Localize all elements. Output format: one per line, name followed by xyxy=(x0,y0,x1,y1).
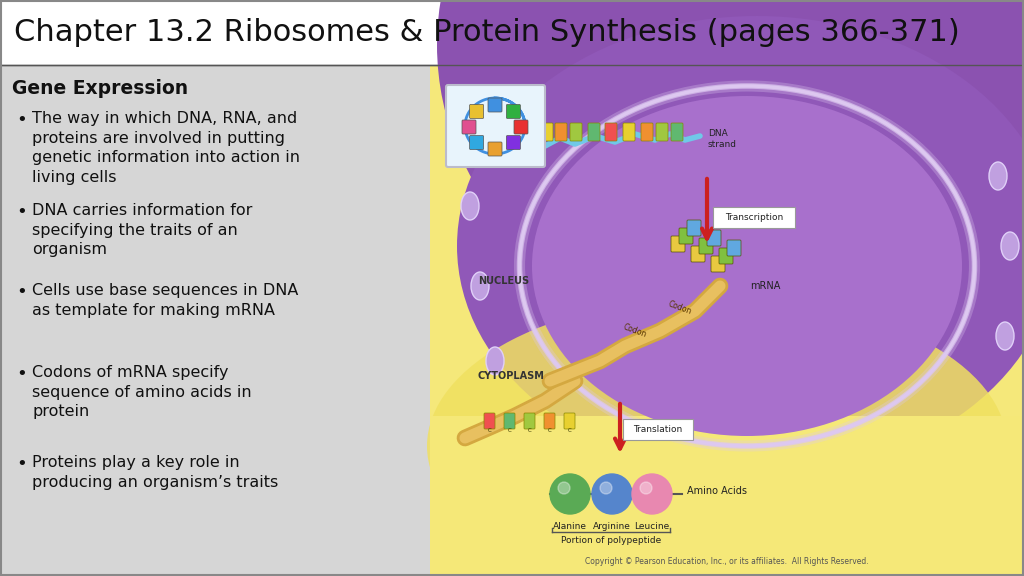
Text: Translation: Translation xyxy=(634,426,683,434)
Ellipse shape xyxy=(1001,232,1019,260)
FancyBboxPatch shape xyxy=(679,228,693,244)
FancyBboxPatch shape xyxy=(555,123,567,141)
FancyBboxPatch shape xyxy=(719,248,733,264)
Text: C: C xyxy=(548,428,552,433)
FancyBboxPatch shape xyxy=(446,85,545,167)
FancyBboxPatch shape xyxy=(687,220,701,236)
FancyBboxPatch shape xyxy=(514,120,528,134)
FancyBboxPatch shape xyxy=(470,104,483,119)
FancyBboxPatch shape xyxy=(605,123,617,141)
FancyBboxPatch shape xyxy=(484,413,495,429)
Ellipse shape xyxy=(457,16,1024,476)
Text: •: • xyxy=(16,283,27,301)
Text: Cells use base sequences in DNA
as template for making mRNA: Cells use base sequences in DNA as templ… xyxy=(32,283,298,317)
Circle shape xyxy=(592,474,632,514)
Bar xyxy=(0,0,1024,65)
Bar xyxy=(0,65,430,576)
FancyBboxPatch shape xyxy=(507,104,520,119)
FancyBboxPatch shape xyxy=(570,123,582,141)
Ellipse shape xyxy=(532,96,962,436)
Text: Codons of mRNA specify
sequence of amino acids in
protein: Codons of mRNA specify sequence of amino… xyxy=(32,365,252,419)
FancyBboxPatch shape xyxy=(707,230,721,246)
Text: Chapter 13.2 Ribosomes & Protein Synthesis (pages 366-371): Chapter 13.2 Ribosomes & Protein Synthes… xyxy=(14,18,959,47)
Text: Alanine: Alanine xyxy=(553,522,587,531)
FancyBboxPatch shape xyxy=(713,207,795,228)
Text: •: • xyxy=(16,455,27,473)
FancyBboxPatch shape xyxy=(564,413,575,429)
FancyBboxPatch shape xyxy=(507,135,520,150)
Ellipse shape xyxy=(471,272,489,300)
Bar xyxy=(430,416,1024,576)
Text: Codon: Codon xyxy=(622,323,648,339)
FancyBboxPatch shape xyxy=(541,123,553,141)
FancyBboxPatch shape xyxy=(699,238,713,254)
Text: C: C xyxy=(508,428,512,433)
Circle shape xyxy=(558,482,570,494)
FancyBboxPatch shape xyxy=(488,142,502,156)
Text: NUCLEUS: NUCLEUS xyxy=(478,276,529,286)
FancyBboxPatch shape xyxy=(504,413,515,429)
Text: C: C xyxy=(528,428,531,433)
FancyBboxPatch shape xyxy=(727,240,741,256)
Text: Leucine: Leucine xyxy=(635,522,670,531)
Text: Proteins play a key role in
producing an organism’s traits: Proteins play a key role in producing an… xyxy=(32,455,279,490)
FancyBboxPatch shape xyxy=(691,246,705,262)
Circle shape xyxy=(632,474,672,514)
FancyBboxPatch shape xyxy=(470,135,483,150)
Text: DNA carries information for
specifying the traits of an
organism: DNA carries information for specifying t… xyxy=(32,203,252,257)
Ellipse shape xyxy=(989,162,1007,190)
Text: Gene Expression: Gene Expression xyxy=(12,79,188,98)
Ellipse shape xyxy=(427,296,1007,576)
FancyBboxPatch shape xyxy=(656,123,668,141)
Text: C: C xyxy=(488,428,492,433)
Ellipse shape xyxy=(437,0,1024,335)
Text: •: • xyxy=(16,111,27,129)
FancyBboxPatch shape xyxy=(544,413,555,429)
Text: Copyright © Pearson Education, Inc., or its affiliates.  All Rights Reserved.: Copyright © Pearson Education, Inc., or … xyxy=(585,558,868,567)
Text: Arginine: Arginine xyxy=(593,522,631,531)
FancyBboxPatch shape xyxy=(671,123,683,141)
FancyBboxPatch shape xyxy=(524,413,535,429)
Circle shape xyxy=(550,474,590,514)
Text: The way in which DNA, RNA, and
proteins are involved in putting
genetic informat: The way in which DNA, RNA, and proteins … xyxy=(32,111,300,185)
Text: CYTOPLASM: CYTOPLASM xyxy=(478,371,545,381)
Text: DNA
strand: DNA strand xyxy=(708,129,737,149)
FancyBboxPatch shape xyxy=(462,120,476,134)
Circle shape xyxy=(600,482,612,494)
FancyBboxPatch shape xyxy=(711,256,725,272)
FancyBboxPatch shape xyxy=(641,123,653,141)
Text: •: • xyxy=(16,203,27,221)
Circle shape xyxy=(640,482,652,494)
Ellipse shape xyxy=(486,347,504,375)
Ellipse shape xyxy=(996,322,1014,350)
FancyBboxPatch shape xyxy=(488,98,502,112)
FancyBboxPatch shape xyxy=(623,419,693,440)
Text: mRNA: mRNA xyxy=(750,281,780,291)
FancyBboxPatch shape xyxy=(588,123,600,141)
Ellipse shape xyxy=(461,192,479,220)
Text: Transcription: Transcription xyxy=(725,214,783,222)
FancyBboxPatch shape xyxy=(623,123,635,141)
Text: Amino Acids: Amino Acids xyxy=(687,486,746,496)
Bar xyxy=(430,65,1024,576)
Text: Codon: Codon xyxy=(667,300,693,316)
Text: C: C xyxy=(568,428,571,433)
FancyBboxPatch shape xyxy=(671,236,685,252)
Text: Portion of polypeptide: Portion of polypeptide xyxy=(561,536,662,545)
Text: •: • xyxy=(16,365,27,383)
